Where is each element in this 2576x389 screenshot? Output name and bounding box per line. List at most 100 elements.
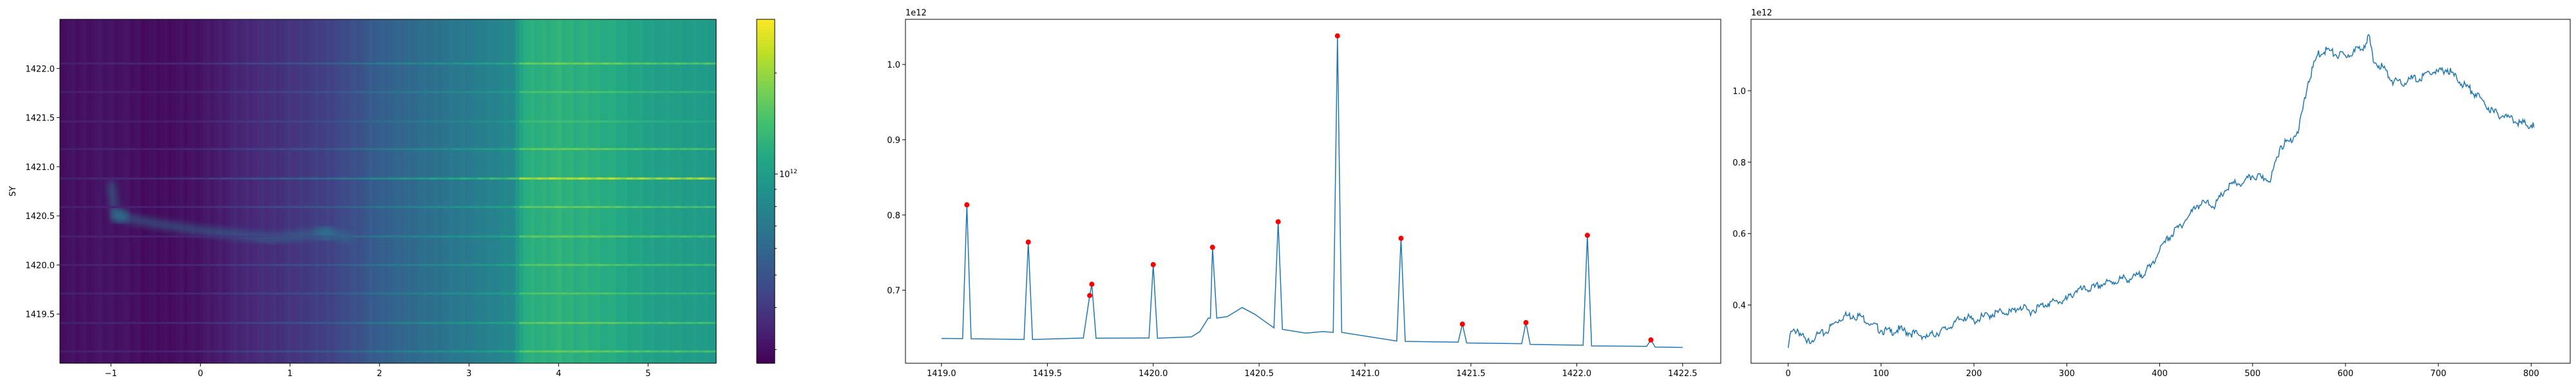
bright-row-segment — [448, 177, 454, 180]
heatmap-column — [465, 19, 469, 363]
bright-row-segment — [704, 321, 711, 325]
bright-row-segment — [459, 321, 466, 325]
bright-row-segment — [322, 263, 329, 267]
heatmap-column — [658, 19, 663, 363]
bright-row-segment — [197, 91, 204, 93]
bright-row-segment — [471, 147, 478, 150]
bright-row-segment — [322, 350, 329, 353]
colorbar-segment — [757, 88, 775, 92]
y-tick-label: 1.0 — [1732, 87, 1746, 97]
bright-row-segment — [221, 321, 227, 325]
bright-row-segment — [668, 235, 675, 238]
bright-row-segment — [280, 235, 287, 238]
bright-row-segment — [662, 235, 669, 238]
colorbar-segment — [757, 174, 775, 178]
x-tick-label: 1 — [287, 369, 292, 379]
colorbar-segment — [757, 139, 775, 144]
bright-row-segment — [686, 321, 693, 325]
bright-row-segment — [173, 321, 180, 325]
bright-row-segment — [567, 91, 574, 93]
bright-row-segment — [698, 62, 705, 65]
bright-row-segment — [155, 177, 162, 180]
bright-row-segment — [60, 177, 66, 180]
bright-row-segment — [185, 177, 192, 180]
peak-marker — [1584, 232, 1590, 238]
x-tick-label: 300 — [2059, 369, 2075, 379]
bright-row-segment — [554, 205, 562, 209]
bright-row-segment — [60, 120, 66, 123]
bright-row-segment — [71, 62, 79, 65]
bright-row-segment — [489, 350, 496, 353]
bright-row-segment — [668, 91, 675, 93]
bright-row-segment — [84, 350, 90, 353]
bright-row-segment — [549, 205, 556, 209]
bright-row-segment — [680, 263, 687, 267]
bright-row-segment — [644, 147, 651, 150]
bright-row-segment — [614, 147, 621, 150]
colorbar-segment — [757, 105, 775, 109]
bright-row-segment — [567, 147, 574, 150]
heatmap-column — [276, 19, 281, 363]
bright-row-segment — [561, 292, 567, 295]
bright-row-segment — [269, 120, 275, 123]
bright-row-segment — [214, 205, 222, 209]
bright-row-segment — [108, 205, 114, 209]
colorbar-segment — [757, 122, 775, 127]
colorbar-segment — [757, 187, 775, 192]
bright-row-segment — [227, 205, 234, 209]
colorbar-segment — [757, 212, 775, 216]
bright-row-segment — [143, 62, 150, 65]
bright-row-segment — [113, 263, 120, 267]
heatmap-column — [411, 19, 416, 363]
bright-row-segment — [66, 205, 73, 209]
bright-row-segment — [501, 147, 508, 150]
bright-row-segment — [596, 205, 603, 209]
bright-row-segment — [513, 205, 520, 209]
bright-row-segment — [424, 62, 430, 65]
bright-row-segment — [108, 147, 114, 150]
colorbar-segment — [757, 115, 775, 120]
bright-row-segment — [131, 292, 138, 295]
bright-row-segment — [310, 177, 317, 180]
bright-row-segment — [119, 292, 126, 295]
bright-row-segment — [280, 147, 287, 150]
bright-row-segment — [501, 263, 508, 267]
heatmap-column — [326, 19, 331, 363]
bright-row-segment — [71, 263, 79, 267]
bright-row-segment — [358, 62, 365, 65]
colorbar-segment — [757, 284, 775, 289]
heatmap-column — [515, 19, 520, 363]
bright-row-segment — [417, 321, 424, 325]
bright-row-segment — [167, 292, 174, 295]
bright-row-segment — [453, 91, 460, 93]
y-tick-label: 1421.0 — [26, 163, 55, 173]
bright-row-segment — [149, 205, 156, 209]
bright-row-segment — [650, 263, 657, 267]
bright-row-segment — [561, 263, 567, 267]
bright-row-segment — [668, 177, 675, 180]
x-tick-label: 0 — [198, 369, 203, 379]
heatmap-column — [422, 19, 428, 363]
bright-row-segment — [591, 120, 598, 123]
bright-row-segment — [537, 91, 544, 93]
bright-row-segment — [638, 120, 645, 123]
bright-row-segment — [620, 147, 627, 150]
bright-row-segment — [417, 91, 424, 93]
colorbar-segment — [757, 98, 775, 102]
heatmap-column — [191, 19, 196, 363]
bright-row-segment — [131, 321, 138, 325]
colorbar-segment — [757, 164, 775, 168]
bright-row-segment — [632, 350, 639, 353]
bright-row-segment — [680, 292, 687, 295]
y-tick-label: 0.9 — [887, 136, 900, 146]
bright-row-segment — [573, 205, 580, 209]
bright-row-segment — [262, 177, 269, 180]
bright-row-segment — [537, 147, 544, 150]
bright-row-segment — [352, 147, 359, 150]
bright-row-segment — [668, 62, 675, 65]
bright-row-segment — [417, 292, 424, 295]
bright-row-segment — [287, 147, 293, 150]
heatmap-column — [677, 19, 682, 363]
bright-row-segment — [209, 147, 216, 150]
bright-row-segment — [382, 350, 388, 353]
